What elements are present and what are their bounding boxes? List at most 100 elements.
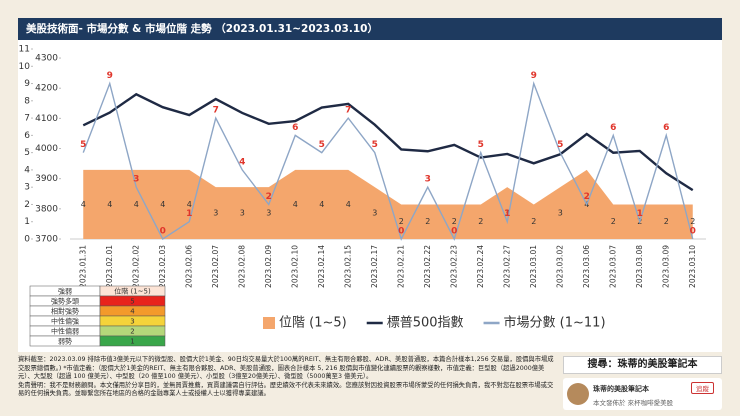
data-label: 2 xyxy=(266,192,272,202)
data-label: 3 xyxy=(266,209,271,218)
x-tick-label: 2023.02.21 xyxy=(396,245,405,288)
area xyxy=(83,169,693,239)
table-row-text: 強勢多頭 xyxy=(51,297,79,306)
data-label: 3 xyxy=(425,175,431,185)
data-label: 3 xyxy=(372,209,377,218)
data-label: 0 xyxy=(160,227,166,237)
table-header-text: 強弱 xyxy=(58,288,72,296)
data-label: 4 xyxy=(293,200,298,209)
data-label: 4 xyxy=(134,200,139,209)
x-tick-label: 2023.02.09 xyxy=(264,245,273,288)
y-tick-label: 5 xyxy=(24,148,30,158)
disclaimer: 免責聲明：我不是財務顧問。本文僅用於分享目的，並無買賣推薦，買賣建議需自行評估。… xyxy=(18,381,554,398)
data-label: 3 xyxy=(213,209,218,218)
x-tick-label: 2023.01.31 xyxy=(78,245,87,288)
data-label: 3 xyxy=(240,209,245,218)
x-tick-label: 2023.03.09 xyxy=(661,245,670,288)
data-label: 2 xyxy=(664,217,669,226)
data-label: 4 xyxy=(81,200,86,209)
y-tick-label: 7 xyxy=(24,114,30,124)
x-tick-label: 2023.02.06 xyxy=(184,245,193,288)
data-label: 1 xyxy=(186,209,192,219)
chart-title: 美股技術面- 市場分數 & 市場位階 走勢 （2023.01.31~2023.0… xyxy=(26,23,378,35)
data-label: 6 xyxy=(292,123,298,133)
notes: 資料截至：2023.03.09 排除市值3億美元以下的微型股、股價大於1美金、9… xyxy=(18,356,554,381)
y-tick-label: 4 xyxy=(24,165,30,175)
x-tick-label: 2023.02.01 xyxy=(105,245,114,288)
table-row-text: 中性偏強 xyxy=(51,317,79,326)
legend-label: 位階 (1~5) xyxy=(279,316,347,331)
table-row-text: 弱勢 xyxy=(58,337,72,346)
data-label: 3 xyxy=(505,209,510,218)
follow-button[interactable]: 追蹤 xyxy=(691,382,714,394)
data-label: 9 xyxy=(107,71,113,81)
table-row-text: 中性偏弱 xyxy=(51,327,79,336)
data-label: 2 xyxy=(531,217,536,226)
data-label: 6 xyxy=(663,123,669,133)
x-tick-label: 2023.02.17 xyxy=(370,245,379,288)
y-tick-label: 6 xyxy=(24,131,30,141)
data-label: 5 xyxy=(80,140,86,150)
data-label: 7 xyxy=(213,106,219,116)
table-row-text: 2 xyxy=(130,328,134,336)
y-tick-label: 1 xyxy=(24,217,30,227)
x-tick-label: 2023.02.22 xyxy=(423,245,432,288)
x-tick-label: 2023.03.02 xyxy=(555,245,564,288)
x-tick-label: 2023.03.01 xyxy=(529,245,538,288)
legend-swatch xyxy=(263,317,275,329)
line xyxy=(82,81,694,241)
x-tick-label: 2023.03.06 xyxy=(582,245,591,288)
data-label: 5 xyxy=(372,140,378,150)
y-tick-label: 2 xyxy=(24,200,30,210)
data-label: 4 xyxy=(346,200,351,209)
data-label: 4 xyxy=(160,200,165,209)
x-tick-label: 2023.03.10 xyxy=(688,245,697,288)
y2-tick-label: 4100 xyxy=(35,114,58,124)
x-tick-label: 2023.02.15 xyxy=(343,245,352,288)
y2-tick-label: 4000 xyxy=(35,144,58,154)
x-tick-label: 2023.02.27 xyxy=(502,245,511,288)
y-tick-label: 10 xyxy=(19,62,31,72)
data-label: 5 xyxy=(319,140,325,150)
y2-tick-label: 4200 xyxy=(35,84,58,94)
data-label: 4 xyxy=(107,200,112,209)
y-tick-label: 3 xyxy=(24,183,30,193)
promo: 搜尋：珠蒂的美股筆記本 珠蒂的美股筆記本 追蹤 本文發佈於 來杯咖啡愛美股 xyxy=(563,356,722,410)
footer: 資料截至：2023.03.09 排除市值3億美元以下的微型股、股價大於1美金、9… xyxy=(18,356,558,399)
profile-card: 珠蒂的美股筆記本 追蹤 本文發佈於 來杯咖啡愛美股 xyxy=(563,378,722,410)
table-row-text: 相對強勢 xyxy=(51,307,79,316)
data-label: 4 xyxy=(319,200,324,209)
table-header-text: 位階 (1~5) xyxy=(114,287,151,296)
x-tick-label: 2023.02.03 xyxy=(158,245,167,288)
profile-name[interactable]: 珠蒂的美股筆記本 xyxy=(593,385,649,393)
data-label: 9 xyxy=(531,71,537,81)
table-row-cell xyxy=(99,335,166,347)
table-row-text: 1 xyxy=(130,338,134,346)
data-label: 7 xyxy=(345,106,351,116)
search-box[interactable]: 搜尋：珠蒂的美股筆記本 xyxy=(563,356,722,374)
line xyxy=(82,92,694,192)
x-tick-label: 2023.02.14 xyxy=(317,245,326,288)
data-label: 1 xyxy=(637,209,643,219)
y2-tick-label: 3900 xyxy=(35,174,58,184)
x-tick-label: 2023.02.07 xyxy=(211,245,220,288)
data-label: 4 xyxy=(187,200,192,209)
data-label: 2 xyxy=(425,217,430,226)
table-row-text: 5 xyxy=(130,298,134,306)
data-label: 3 xyxy=(558,209,563,218)
y2-tick-label: 3700 xyxy=(35,235,58,245)
data-label: 2 xyxy=(690,217,695,226)
data-label: 2 xyxy=(611,217,616,226)
data-label: 6 xyxy=(610,123,616,133)
table-row-text: 3 xyxy=(130,318,134,326)
avatar xyxy=(567,383,589,405)
x-tick-label: 2023.02.23 xyxy=(449,245,458,288)
x-tick-label: 2023.03.07 xyxy=(608,245,617,288)
data-label: 0 xyxy=(398,227,404,237)
x-tick-label: 2023.02.08 xyxy=(237,245,246,288)
data-label: 5 xyxy=(557,140,563,150)
y-tick-label: 9 xyxy=(24,79,30,89)
data-label: 2 xyxy=(452,217,457,226)
x-tick-label: 2023.02.02 xyxy=(131,245,140,288)
